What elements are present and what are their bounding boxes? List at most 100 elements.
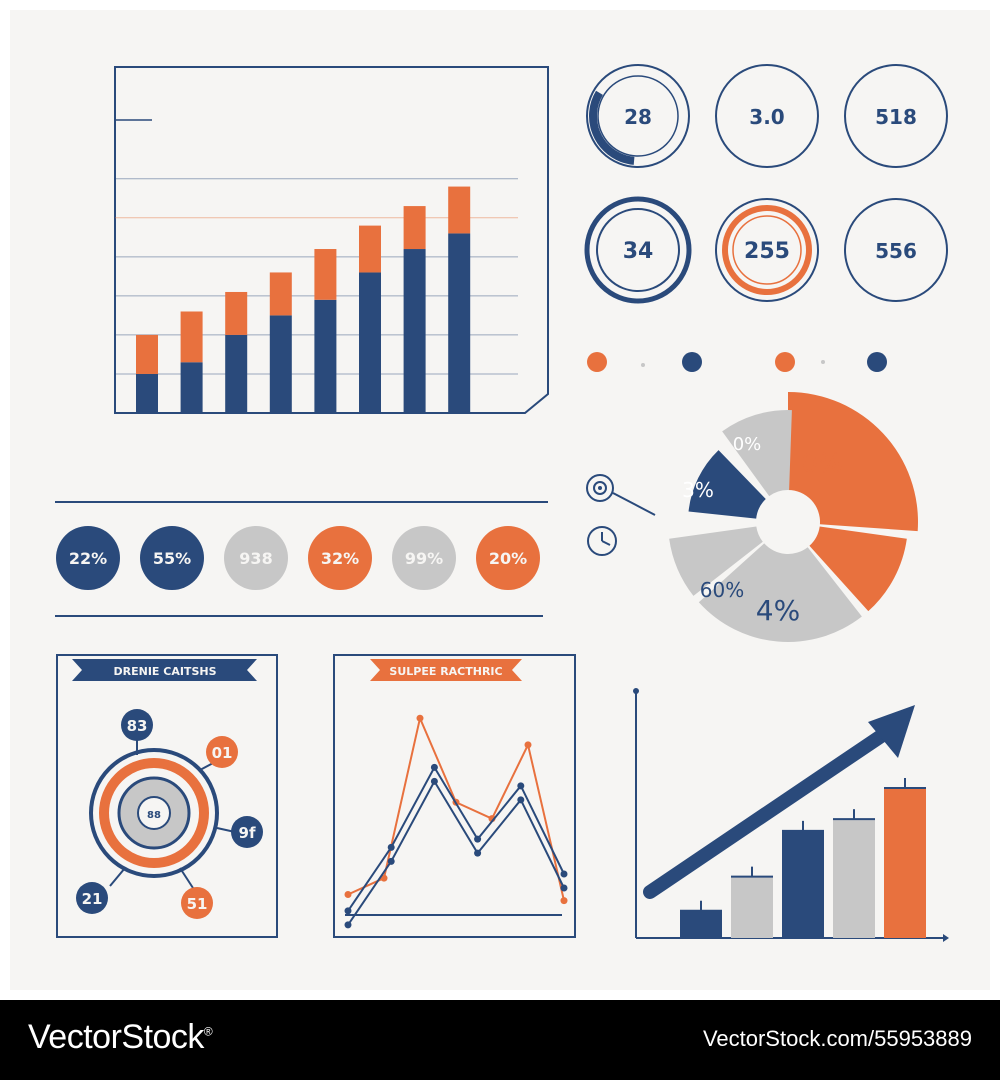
radial-node: [231, 816, 263, 848]
radial-node-label: 83: [127, 717, 148, 735]
line-point: [560, 897, 568, 905]
bar-segment-orange: [403, 206, 426, 250]
line-point: [387, 843, 395, 851]
line-point: [474, 835, 482, 843]
line-point: [380, 874, 388, 882]
radial-panel-frame: [56, 654, 278, 938]
percent-circle-label: 22%: [69, 549, 107, 568]
watermark-id: VectorStock.com/55953889: [702, 1026, 972, 1051]
bar-segment-navy: [136, 373, 158, 413]
target-icon: [586, 474, 614, 502]
growth-bar: [833, 819, 875, 938]
bar-chart-frame: [114, 66, 549, 414]
line-chart-title: SULPEE RACTHRIC: [389, 665, 502, 678]
bar-segment-orange: [448, 186, 471, 234]
growth-bar: [884, 788, 926, 938]
line-series: [344, 714, 568, 929]
bar-segment-orange: [269, 272, 292, 316]
gauge-inner-ring: [596, 208, 680, 292]
radial-panel-title: DRENIE CAITSHS: [114, 665, 217, 678]
bar-segment-navy: [314, 299, 337, 413]
line-point: [430, 763, 438, 771]
dot-tiny: [641, 363, 645, 367]
line-chart-panel: SULPEE RACTHRIC: [333, 654, 576, 938]
dot-orange: [775, 352, 795, 372]
line-point: [430, 777, 438, 785]
percent-circle-label: 55%: [153, 549, 191, 568]
infographic-svg: 28 3.0 518 34 255 556 0% 4% 60% 3% 0% 22% 55% 938 32…: [55, 64, 949, 942]
gauge-ring: [584, 196, 692, 304]
donut-slice: [698, 543, 862, 642]
watermark-footer: VectorStock® VectorStock.com/55953889: [0, 1000, 1000, 1080]
radial-node: [206, 736, 238, 768]
line-point: [524, 741, 532, 749]
line-point: [387, 857, 395, 865]
donut-chart: 0% 4% 60% 3% 0%: [669, 392, 919, 642]
percent-circle: [140, 526, 204, 590]
radial-node-label: 01: [212, 744, 233, 762]
gauge-inner-ring: [732, 215, 802, 285]
donut-label: 4%: [756, 594, 800, 627]
bar-segment-orange: [314, 249, 337, 300]
percent-circle: [392, 526, 456, 590]
dots-row: [587, 352, 887, 372]
percent-circle-label: 99%: [405, 549, 443, 568]
radial-node-label: 9f: [239, 824, 256, 842]
stacked-bar-chart: [114, 66, 549, 414]
donut-label: 0%: [733, 434, 762, 455]
percent-circle: [56, 526, 120, 590]
gauge-grid: 28 3.0 518 34 255 556: [584, 64, 948, 304]
percent-circle-label: 938: [239, 549, 272, 568]
infographic-canvas: 28 3.0 518 34 255 556 0% 4% 60% 3% 0% 22% 55% 938 32…: [10, 10, 990, 990]
radial-node: [181, 887, 213, 919]
line-point: [416, 714, 424, 722]
growth-bar: [782, 830, 824, 938]
bar-segment-navy: [403, 249, 426, 413]
gauge-ring: [586, 64, 690, 168]
trend-arrow: [643, 723, 897, 899]
line-chart-banner: [370, 659, 522, 681]
percent-circle-label: 32%: [321, 549, 359, 568]
donut-slice: [688, 450, 766, 519]
line-point: [344, 921, 352, 929]
line-point: [474, 849, 482, 857]
radial-center-label: 88: [147, 810, 161, 821]
gauge-value: 3.0: [749, 105, 784, 129]
donut-slice: [669, 526, 763, 596]
line-point: [517, 796, 525, 804]
dot-navy: [867, 352, 887, 372]
bar-segment-orange: [359, 225, 381, 273]
line-chart-frame: [333, 654, 576, 938]
radial-panel: DRENIE CAITSHS 88 83 01 9f 51 21: [56, 654, 278, 938]
percent-circle: [476, 526, 540, 590]
trend-arrow-head: [868, 705, 915, 758]
bar-segment-navy: [359, 272, 381, 413]
gauge-progress: [722, 205, 812, 295]
donut-slice: [788, 392, 919, 532]
dot-navy: [682, 352, 702, 372]
bar-segment-navy: [448, 233, 471, 413]
dot-orange: [587, 352, 607, 372]
donut-label: 60%: [700, 578, 744, 602]
gauge-value: 556: [875, 239, 917, 263]
gauge-value: 34: [623, 239, 654, 264]
line-point: [560, 870, 568, 878]
percent-circle: [308, 526, 372, 590]
bar-segment-orange: [180, 311, 203, 363]
line-series-path: [347, 765, 565, 912]
line-series-path: [347, 779, 565, 926]
bar-segment-navy: [225, 334, 248, 413]
bar-segment-navy: [180, 362, 203, 413]
radial-node: [121, 709, 153, 741]
donut-slice: [809, 526, 907, 612]
growth-bar: [680, 910, 722, 938]
percent-circle: [224, 526, 288, 590]
growth-bar: [731, 876, 773, 938]
growth-bar-chart: [633, 688, 949, 942]
line-point: [560, 884, 568, 892]
gauge-value: 255: [744, 239, 790, 264]
line-point: [344, 907, 352, 915]
gauge-ring: [715, 64, 819, 168]
bar-chart-bars: [136, 186, 471, 413]
radial-node-label: 21: [82, 890, 103, 908]
